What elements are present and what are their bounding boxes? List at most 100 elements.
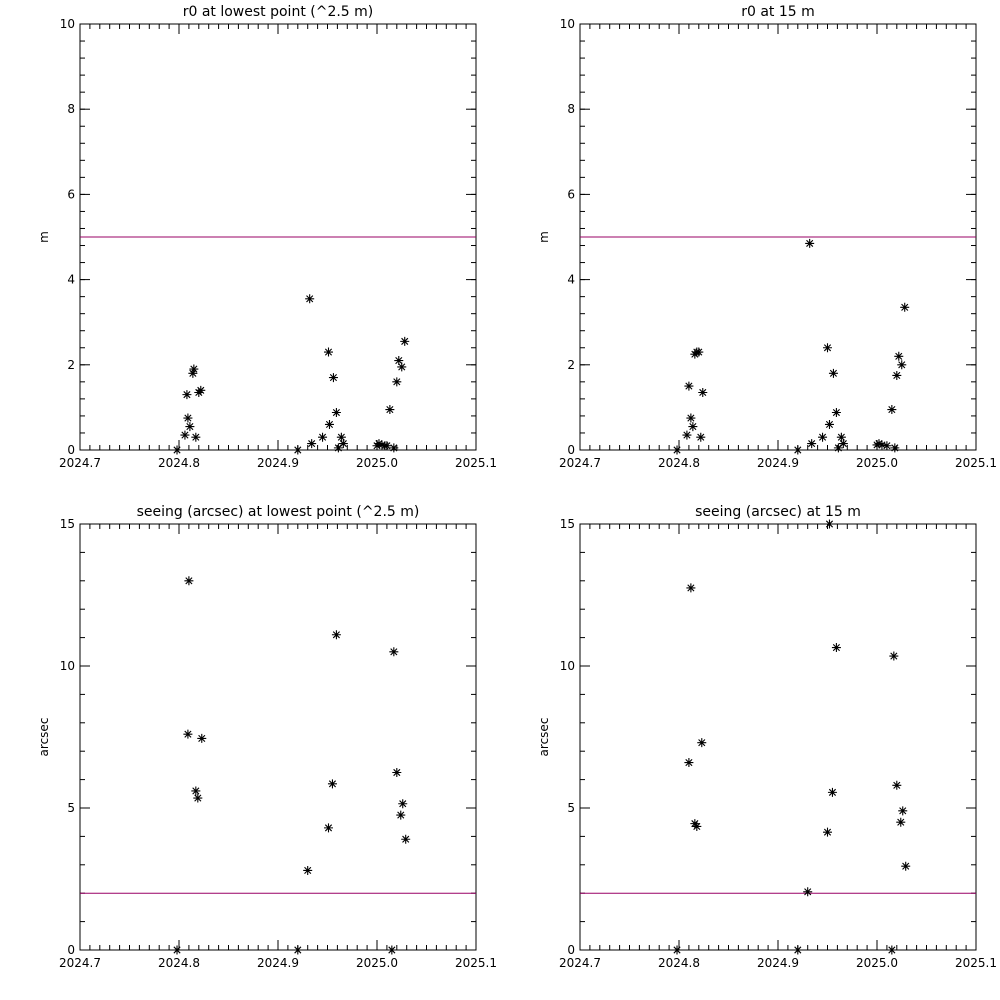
data-point [823, 343, 832, 353]
data-point [696, 432, 706, 442]
x-tick-label: 2025.0 [856, 956, 898, 970]
data-point [394, 356, 404, 366]
y-tick-label: 4 [567, 273, 575, 287]
data-point [889, 651, 899, 661]
x-tick-label: 2025.1 [955, 956, 997, 970]
data-point [182, 390, 192, 400]
panel-title: seeing (arcsec) at lowest point (^2.5 m) [137, 504, 420, 520]
data-point [333, 443, 343, 453]
panel-seeing-15m: seeing (arcsec) at 15 m arcsec 2024.7 202… [537, 504, 997, 970]
data-point [193, 793, 203, 803]
data-point [324, 419, 334, 429]
data-point [398, 799, 408, 809]
y-tick-label: 10 [560, 17, 575, 31]
data-point [338, 439, 348, 449]
y-tick-label: 2 [567, 358, 575, 372]
data-point [688, 422, 698, 432]
y-tick-label: 2 [67, 358, 75, 372]
data-point [303, 865, 313, 875]
y-tick-label: 10 [560, 659, 575, 673]
y-axis-label: m [37, 231, 51, 243]
data-point [803, 887, 813, 897]
y-tick-label: 0 [67, 943, 75, 957]
data-point [898, 806, 908, 816]
x-tick-label: 2024.7 [59, 456, 101, 470]
data-point [189, 364, 199, 374]
x-tick-label: 2024.7 [559, 456, 601, 470]
data-point [385, 405, 395, 415]
panel-title: r0 at lowest point (^2.5 m) [183, 4, 374, 20]
y-axis-label: arcsec [537, 718, 551, 757]
y-tick-label: 6 [567, 187, 575, 201]
data-point [327, 779, 337, 789]
data-point [828, 368, 838, 378]
y-tick-label: 15 [560, 517, 575, 531]
data-point [183, 729, 193, 739]
data-point [401, 834, 411, 844]
x-tick-label: 2024.9 [257, 956, 299, 970]
y-tick-label: 0 [567, 943, 575, 957]
data-point [672, 945, 682, 955]
data-point [877, 440, 887, 450]
data-point [887, 945, 897, 955]
data-point [901, 861, 911, 871]
data-point [684, 758, 694, 768]
data-point [896, 817, 906, 827]
data-point [686, 413, 696, 423]
data-point [694, 347, 704, 357]
data-point [293, 945, 303, 955]
data-point [377, 440, 387, 450]
data-point [672, 445, 682, 455]
data-point [400, 336, 410, 346]
data-point [392, 768, 402, 777]
data-point [900, 302, 910, 312]
y-tick-label: 5 [67, 801, 75, 815]
data-point [323, 823, 333, 833]
x-tick-label: 2025.0 [856, 456, 898, 470]
data-point [392, 377, 402, 387]
data-point [698, 387, 708, 397]
data-point [831, 643, 841, 653]
data-point [690, 819, 700, 829]
data-point [818, 432, 828, 442]
data-point [336, 432, 346, 442]
x-tick-label: 2024.9 [257, 456, 299, 470]
data-point [389, 647, 399, 657]
x-tick-label: 2024.9 [757, 456, 799, 470]
y-tick-label: 8 [567, 102, 575, 116]
data-point [793, 945, 803, 955]
y-tick-label: 10 [60, 17, 75, 31]
data-point [692, 821, 702, 831]
data-point [684, 381, 694, 391]
y-axis-label: arcsec [37, 718, 51, 757]
y-tick-label: 4 [67, 273, 75, 287]
data-point [196, 385, 206, 395]
y-tick-label: 5 [567, 801, 575, 815]
y-tick-label: 10 [60, 659, 75, 673]
data-point [793, 445, 803, 455]
y-tick-label: 15 [60, 517, 75, 531]
data-point [882, 441, 892, 451]
data-point [172, 945, 182, 955]
data-point [387, 945, 397, 955]
data-point [331, 408, 341, 418]
x-tick-label: 2024.8 [158, 456, 200, 470]
plot-frame [579, 523, 977, 951]
data-point [191, 786, 201, 796]
y-tick-label: 6 [67, 187, 75, 201]
data-point [331, 630, 341, 640]
data-point [172, 445, 182, 455]
data-point [184, 576, 194, 586]
data-point [892, 370, 902, 380]
data-point [697, 738, 707, 748]
x-tick-label: 2024.7 [559, 956, 601, 970]
y-tick-label: 0 [567, 443, 575, 457]
data-point [887, 405, 897, 415]
data-point [827, 787, 837, 797]
x-tick-label: 2025.0 [356, 456, 398, 470]
data-point [890, 443, 900, 453]
data-point [807, 439, 817, 449]
x-tick-label: 2024.7 [59, 956, 101, 970]
data-point [318, 432, 328, 442]
